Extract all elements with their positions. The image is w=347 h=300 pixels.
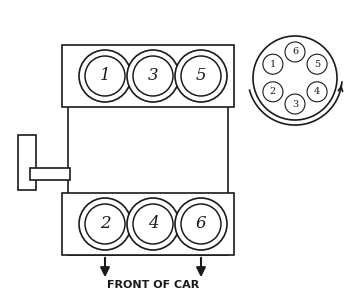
Circle shape	[307, 54, 327, 74]
Circle shape	[85, 56, 125, 96]
Circle shape	[285, 42, 305, 62]
Circle shape	[175, 50, 227, 102]
Circle shape	[175, 198, 227, 250]
Text: 3: 3	[148, 68, 158, 85]
Bar	[18, 135, 36, 190]
Circle shape	[285, 94, 305, 114]
Circle shape	[307, 82, 327, 102]
Circle shape	[181, 204, 221, 244]
Text: 6: 6	[292, 47, 298, 56]
Text: FRONT OF CAR: FRONT OF CAR	[107, 280, 199, 290]
Bar	[68, 70, 228, 255]
Circle shape	[253, 36, 337, 120]
Text: 1: 1	[270, 60, 276, 69]
Circle shape	[79, 198, 131, 250]
Circle shape	[133, 56, 173, 96]
Circle shape	[263, 82, 283, 102]
Text: 1: 1	[100, 68, 110, 85]
Text: 4: 4	[148, 215, 158, 232]
Bar	[62, 193, 234, 255]
Circle shape	[79, 50, 131, 102]
Text: 2: 2	[100, 215, 110, 232]
Bar	[62, 45, 234, 107]
Text: 2: 2	[270, 87, 276, 96]
Text: 5: 5	[196, 68, 206, 85]
Text: 5: 5	[314, 60, 320, 69]
Circle shape	[127, 50, 179, 102]
Bar	[30, 168, 70, 180]
Text: 6: 6	[196, 215, 206, 232]
Text: 4: 4	[314, 87, 320, 96]
Circle shape	[133, 204, 173, 244]
Circle shape	[85, 204, 125, 244]
Circle shape	[263, 54, 283, 74]
Circle shape	[127, 198, 179, 250]
Text: 3: 3	[292, 100, 298, 109]
Circle shape	[181, 56, 221, 96]
